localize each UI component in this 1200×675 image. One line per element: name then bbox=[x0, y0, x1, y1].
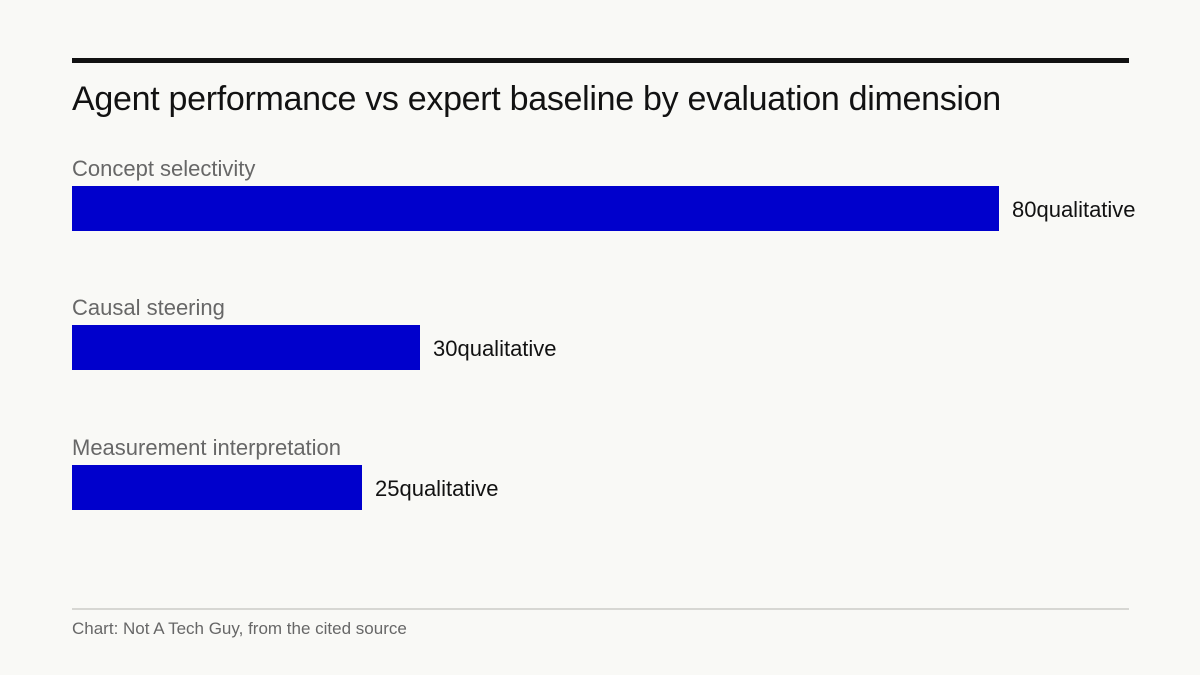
bar bbox=[72, 465, 362, 510]
bar bbox=[72, 325, 420, 370]
bottom-rule bbox=[72, 608, 1129, 610]
bar-chart: Concept selectivity 80qualitative Causal… bbox=[72, 150, 1172, 550]
category-label: Concept selectivity bbox=[72, 156, 256, 181]
category-label: Measurement interpretation bbox=[72, 435, 342, 460]
bar-row: Causal steering 30qualitative bbox=[72, 289, 1172, 379]
top-rule bbox=[72, 58, 1129, 63]
value-label: 30qualitative bbox=[433, 336, 557, 361]
value-label: 80qualitative bbox=[1012, 197, 1136, 222]
bar-row: Concept selectivity 80qualitative bbox=[72, 150, 1172, 240]
source-note: Chart: Not A Tech Guy, from the cited so… bbox=[72, 619, 407, 638]
bar bbox=[72, 186, 999, 231]
value-label: 25qualitative bbox=[375, 476, 499, 501]
chart-title: Agent performance vs expert baseline by … bbox=[72, 80, 1001, 118]
bar-row: Measurement interpretation 25qualitative bbox=[72, 429, 1172, 519]
category-label: Causal steering bbox=[72, 295, 225, 320]
